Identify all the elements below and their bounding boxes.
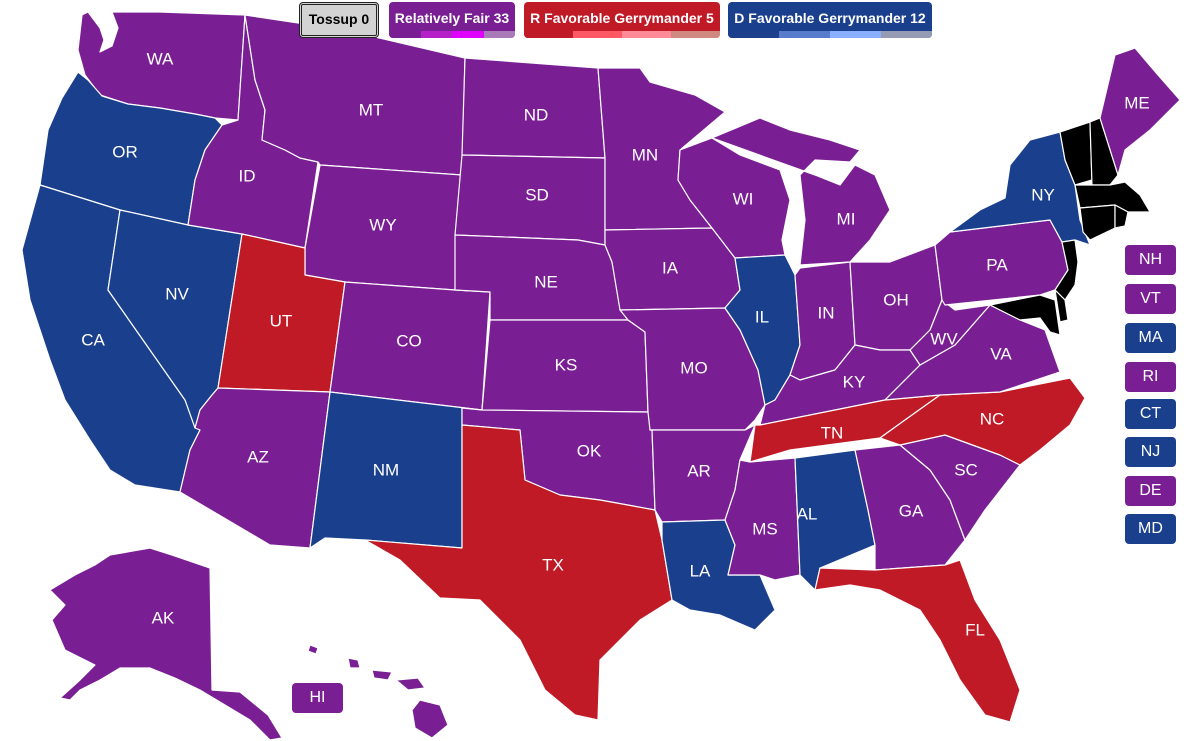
small-state-box-ma[interactable]: MA (1125, 323, 1176, 353)
small-state-box-vt[interactable]: VT (1125, 284, 1176, 314)
state-DE[interactable] (1054, 289, 1069, 323)
state-ND[interactable] (461, 57, 606, 159)
legend-shade-swatch (524, 31, 573, 38)
state-HI-island[interactable] (395, 677, 426, 691)
legend-fair-label: Relatively Fair 33 (394, 10, 510, 26)
legend-fair-button[interactable]: Relatively Fair 33 (389, 2, 515, 38)
legend-shade-swatch (622, 31, 671, 38)
small-state-box-nh[interactable]: NH (1125, 245, 1176, 275)
legend-r-gerrymander-button[interactable]: R Favorable Gerrymander 5 (524, 2, 720, 38)
state-WI[interactable] (677, 137, 791, 259)
legend-r-gerrymander-label: R Favorable Gerrymander 5 (530, 10, 714, 26)
state-MD[interactable] (989, 294, 1061, 336)
legend-shade-swatch (420, 31, 452, 38)
state-ME[interactable] (1099, 47, 1181, 176)
state-KS[interactable] (481, 319, 649, 413)
legend-shade-swatch (779, 31, 830, 38)
state-box-hi[interactable]: HI (292, 683, 343, 713)
state-HI-island[interactable] (307, 644, 319, 655)
state-HI-island[interactable] (411, 699, 449, 739)
state-NJ[interactable] (1054, 239, 1079, 301)
state-AZ[interactable] (179, 387, 331, 549)
legend-shade-swatch (452, 31, 484, 38)
small-state-box-nj[interactable]: NJ (1125, 437, 1176, 467)
legend-shade-swatch (881, 31, 932, 38)
legend-tossup-label: Tossup 0 (308, 11, 370, 27)
state-MT[interactable] (244, 14, 466, 176)
state-PA[interactable] (934, 219, 1069, 306)
state-NM[interactable] (309, 391, 483, 549)
state-IA[interactable] (604, 227, 741, 311)
legend-r-shades (524, 31, 720, 38)
state-TX[interactable] (364, 424, 673, 721)
legend-d-gerrymander-label: D Favorable Gerrymander 12 (734, 10, 926, 26)
legend-tossup-button[interactable]: Tossup 0 (299, 2, 379, 38)
small-state-box-md[interactable]: MD (1125, 514, 1176, 544)
state-SD[interactable] (454, 154, 606, 246)
small-state-box-ri[interactable]: RI (1125, 362, 1176, 392)
legend-shade-swatch (830, 31, 881, 38)
legend-fair-shades (389, 31, 515, 38)
legend-shade-swatch (483, 31, 515, 38)
state-CT[interactable] (1079, 204, 1116, 241)
state-VT[interactable] (1059, 121, 1093, 186)
legend-shade-swatch (389, 31, 421, 38)
state-HI-island[interactable] (371, 669, 393, 681)
legend-shade-swatch (671, 31, 720, 38)
state-WY[interactable] (304, 164, 463, 291)
state-RI[interactable] (1114, 204, 1129, 229)
state-CO[interactable] (329, 281, 491, 411)
state-AK[interactable] (49, 547, 283, 741)
state-NH[interactable] (1089, 117, 1119, 186)
small-state-box-de[interactable]: DE (1125, 476, 1176, 506)
legend-shade-swatch (573, 31, 622, 38)
state-MI[interactable] (711, 117, 891, 266)
state-FL[interactable] (814, 559, 1021, 723)
state-WV[interactable] (909, 299, 991, 366)
small-state-box-ct[interactable]: CT (1125, 399, 1176, 429)
legend-shade-swatch (728, 31, 779, 38)
legend-d-shades (728, 31, 932, 38)
legend-d-gerrymander-button[interactable]: D Favorable Gerrymander 12 (728, 2, 932, 38)
state-HI-island[interactable] (347, 657, 361, 669)
